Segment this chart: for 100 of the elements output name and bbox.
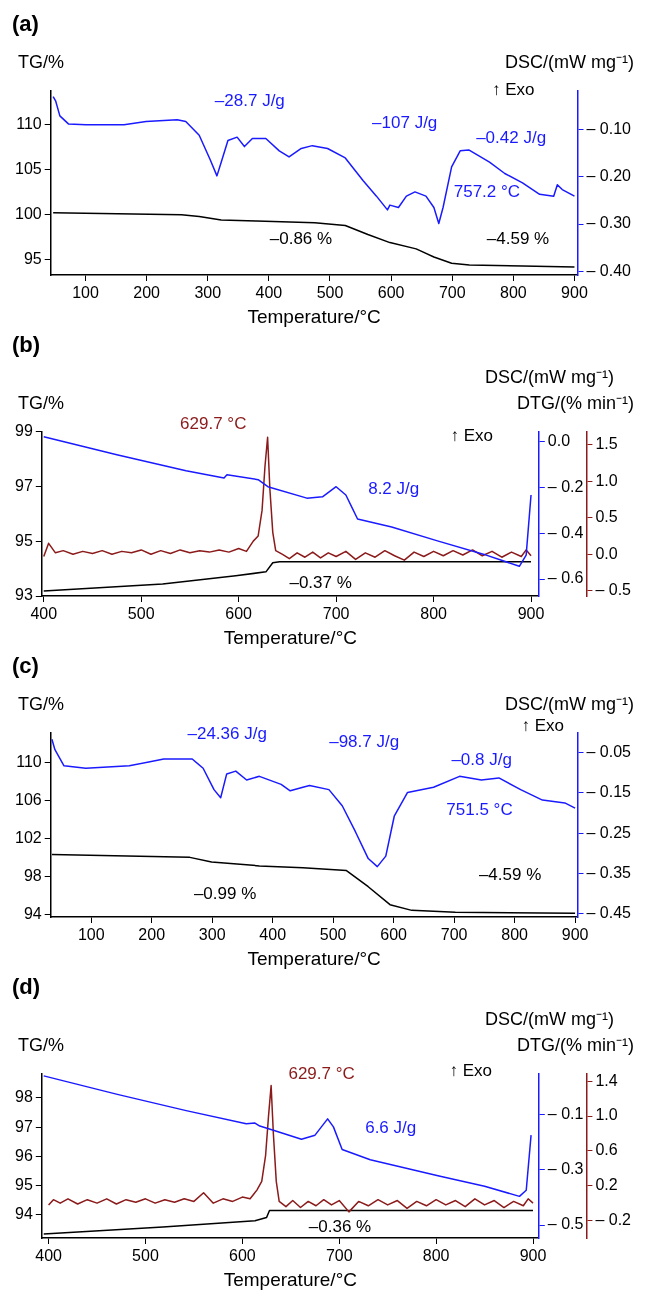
y2-tick-label: – 0.20 <box>586 167 632 185</box>
x-tick-label: 400 <box>30 605 58 623</box>
y-tick-label: 95 <box>15 1175 33 1193</box>
chart-title: (d) <box>12 974 41 1000</box>
annotation: 6.6 J/g <box>365 1117 417 1137</box>
y2-tick-label: – 0.6 <box>547 569 584 587</box>
x-tick-label: 800 <box>501 926 529 944</box>
annotation: –0.86 % <box>269 229 333 249</box>
annotation: ↑ Exo <box>450 426 493 446</box>
y-axis-title: TG/% <box>18 393 65 414</box>
x-tick-label: 400 <box>255 284 283 302</box>
y3-tick-label: – 0.2 <box>595 1210 632 1228</box>
y-tick-label: 110 <box>16 115 42 133</box>
y2-tick-label: 0.0 <box>547 432 571 450</box>
y2-tick-label: – 0.35 <box>586 863 632 881</box>
annotation: –0.42 J/g <box>476 128 547 148</box>
x-axis-title: Temperature/°C <box>247 947 381 969</box>
y2-tick-label: – 0.30 <box>586 214 632 232</box>
y2-axis-title: DSC/(mW mg⁻¹) <box>505 694 634 715</box>
y2-tick-label: – 0.2 <box>547 478 584 496</box>
x-tick-label: 800 <box>499 284 527 302</box>
chart-title: (a) <box>12 11 39 37</box>
x-tick-label: 300 <box>194 284 222 302</box>
x-tick-label: 700 <box>322 605 350 623</box>
y-tick-label: 96 <box>15 1146 33 1164</box>
y2-tick-label: – 0.45 <box>586 904 632 922</box>
y2-tick-label: – 0.10 <box>586 119 632 137</box>
annotation: –98.7 J/g <box>329 731 400 751</box>
y3-tick-label: 0.6 <box>595 1141 618 1159</box>
annotation: –28.7 J/g <box>214 90 285 110</box>
chart-title: (c) <box>12 653 39 679</box>
x-tick-label: 100 <box>77 926 105 944</box>
y3-tick-label: 1.5 <box>595 434 618 452</box>
y-tick-label: 100 <box>14 205 42 223</box>
x-tick-label: 400 <box>35 1247 63 1265</box>
annotation: –0.99 % <box>193 883 257 903</box>
y-axis-title: TG/% <box>18 1035 65 1056</box>
x-tick-label: 600 <box>377 284 405 302</box>
annotation: 757.2 °C <box>453 182 521 202</box>
annotation: ↑ Exo <box>449 1060 492 1080</box>
y2-tick-label: – 0.25 <box>586 823 632 841</box>
y-tick-label: 93 <box>15 586 33 604</box>
y2-axis-title: DSC/(mW mg⁻¹) <box>505 52 634 73</box>
x-tick-label: 200 <box>133 284 161 302</box>
y-tick-label: 99 <box>15 421 33 439</box>
y2-tick-label: – 0.1 <box>547 1105 584 1123</box>
y2-tick-label: – 0.5 <box>547 1215 584 1233</box>
x-tick-label: 700 <box>440 926 468 944</box>
annotation: 8.2 J/g <box>368 478 420 498</box>
x-tick-label: 600 <box>229 1247 256 1265</box>
x-axis-title: Temperature/°C <box>247 305 381 327</box>
annotation: 751.5 °C <box>446 799 513 819</box>
y2-tick-label: – 0.4 <box>547 523 584 541</box>
annotation: ↑ Exo <box>521 715 565 735</box>
x-tick-label: 900 <box>517 605 545 623</box>
y3-tick-label: 0.2 <box>595 1176 618 1194</box>
y2-tick-label: – 0.15 <box>586 783 632 801</box>
y-tick-label: 95 <box>15 531 33 549</box>
y-tick-label: 98 <box>15 1088 33 1106</box>
x-tick-label: 500 <box>132 1247 159 1265</box>
x-tick-label: 500 <box>316 284 344 302</box>
y-tick-label: 102 <box>14 828 42 846</box>
annotation: 629.7 °C <box>288 1063 355 1083</box>
annotation: –0.8 J/g <box>451 750 512 770</box>
y-tick-label: 98 <box>23 866 42 884</box>
annotation: –24.36 J/g <box>187 723 267 743</box>
y3-tick-label: 0.5 <box>595 508 618 526</box>
x-tick-label: 600 <box>225 605 253 623</box>
y-axis-title: TG/% <box>18 52 65 73</box>
annotation: –4.59 % <box>478 865 542 885</box>
x-tick-label: 800 <box>422 1247 450 1265</box>
x-tick-label: 900 <box>561 284 588 302</box>
y-tick-label: 106 <box>14 790 42 808</box>
chart-title: (b) <box>12 332 41 358</box>
x-tick-label: 800 <box>420 605 448 623</box>
y-axis-title: TG/% <box>18 694 65 715</box>
annotation: 629.7 °C <box>180 413 247 433</box>
y-tick-label: 95 <box>23 250 42 268</box>
y3-axis-title: DTG/(% min⁻¹) <box>517 393 634 414</box>
x-tick-label: 900 <box>561 926 589 944</box>
y2-axis-title: DSC/(mW mg⁻¹) <box>485 367 614 388</box>
x-axis-title: Temperature/°C <box>223 626 357 648</box>
x-tick-label: 200 <box>138 926 166 944</box>
y-tick-label: 97 <box>15 476 33 494</box>
y3-tick-label: 1.0 <box>595 1106 618 1124</box>
y3-axis-title: DTG/(% min⁻¹) <box>517 1035 634 1056</box>
y-tick-label: 94 <box>23 904 42 922</box>
y3-tick-label: 1.0 <box>595 471 618 489</box>
x-tick-label: 600 <box>380 926 408 944</box>
annotation: –4.59 % <box>486 229 550 249</box>
y2-tick-label: – 0.3 <box>547 1160 584 1178</box>
y2-tick-label: – 0.40 <box>586 261 632 279</box>
y-tick-label: 110 <box>16 753 42 771</box>
x-tick-label: 100 <box>72 284 99 302</box>
y2-tick-label: – 0.05 <box>586 742 632 760</box>
x-tick-label: 500 <box>127 605 155 623</box>
x-tick-label: 500 <box>319 926 347 944</box>
y3-tick-label: 0.0 <box>595 544 618 562</box>
annotation: –0.36 % <box>308 1216 372 1236</box>
x-tick-label: 900 <box>519 1247 547 1265</box>
